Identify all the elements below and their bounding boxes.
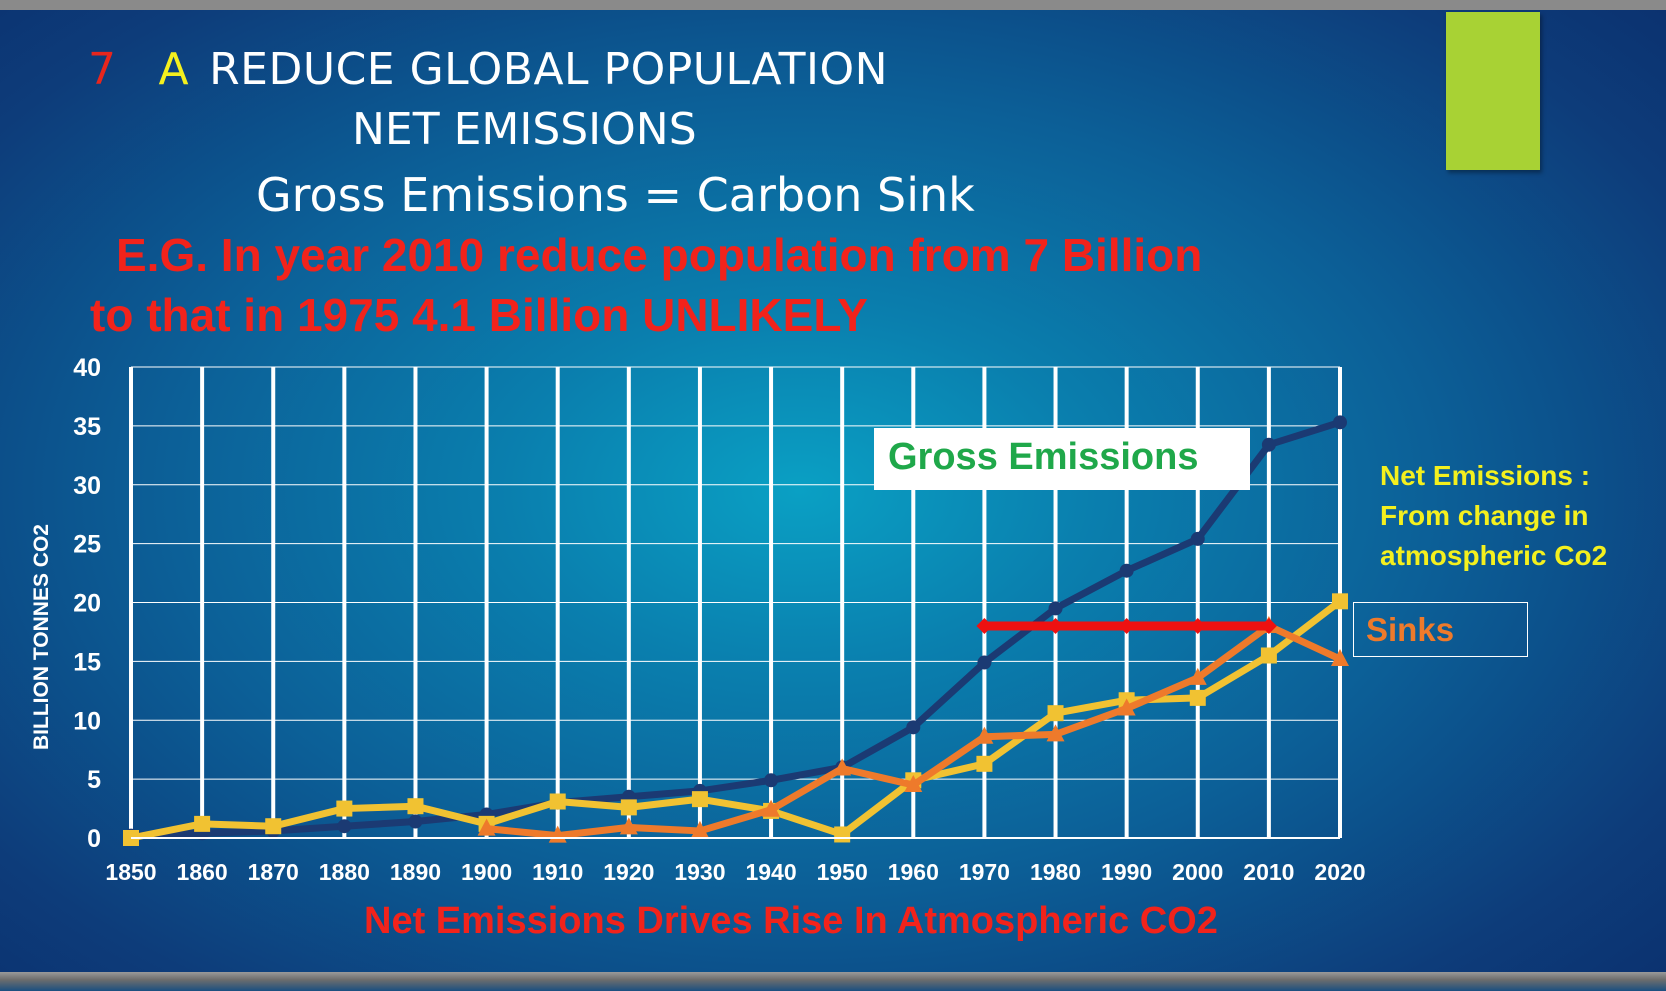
series-line-net-emissions-from-c bbox=[127, 597, 1344, 842]
data-point bbox=[1332, 593, 1348, 610]
y-tick-label: 10 bbox=[73, 707, 101, 735]
series-line-gross-emissions bbox=[127, 418, 1344, 840]
x-tick-label: 1970 bbox=[959, 859, 1010, 885]
example-line-1: E.G. In year 2010 reduce population from… bbox=[116, 229, 1203, 281]
y-tick-label: 25 bbox=[73, 531, 101, 559]
x-tick-label: 2020 bbox=[1314, 859, 1365, 885]
data-point bbox=[977, 655, 992, 670]
data-point bbox=[1190, 531, 1205, 546]
data-point bbox=[834, 826, 851, 843]
data-point bbox=[549, 793, 566, 810]
data-point bbox=[1189, 689, 1206, 706]
chart-axes: 0 5 10 15 20 25 30 35 40 1850 1860 1870 1880 1890 1900… bbox=[73, 354, 1365, 885]
data-point bbox=[265, 818, 282, 835]
gross-emissions-label: Gross Emissions bbox=[874, 428, 1250, 490]
data-point bbox=[1117, 698, 1136, 716]
accent-bar bbox=[1446, 12, 1540, 170]
x-tick-label: 2010 bbox=[1243, 859, 1294, 885]
sinks-label: Sinks bbox=[1353, 602, 1528, 657]
x-tick-label: 1930 bbox=[674, 859, 725, 885]
title-main: REDUCE GLOBAL POPULATION bbox=[209, 44, 889, 95]
data-point bbox=[1261, 437, 1276, 452]
data-point bbox=[1333, 415, 1347, 430]
x-tick-label: 1870 bbox=[248, 859, 299, 885]
data-point bbox=[833, 758, 852, 776]
data-point bbox=[1188, 667, 1207, 685]
title-line-2: NET EMISSIONS bbox=[352, 104, 697, 155]
data-point bbox=[477, 818, 496, 836]
data-point bbox=[1046, 724, 1065, 742]
x-tick-label: 1880 bbox=[319, 859, 370, 885]
data-point bbox=[1189, 618, 1206, 635]
data-point bbox=[976, 618, 993, 635]
data-point bbox=[1118, 618, 1135, 635]
data-point bbox=[407, 798, 424, 815]
title-line-3: Gross Emissions = Carbon Sink bbox=[256, 168, 975, 222]
data-point bbox=[1331, 649, 1349, 667]
example-line-2: to that in 1975 4.1 Billion UNLIKELY bbox=[90, 289, 868, 341]
data-point bbox=[762, 799, 781, 817]
y-tick-label: 30 bbox=[73, 472, 101, 500]
x-tick-label: 1850 bbox=[105, 859, 156, 885]
x-tick-label: 1890 bbox=[390, 859, 441, 885]
data-point bbox=[1260, 647, 1277, 664]
data-point bbox=[336, 800, 353, 817]
slide: 7 A REDUCE GLOBAL POPULATION NET EMISSIONS… bbox=[0, 10, 1666, 972]
data-point bbox=[976, 755, 993, 772]
data-point bbox=[1047, 618, 1064, 635]
data-point bbox=[764, 773, 779, 788]
net-emissions-label: Net Emissions : From change in atmospher… bbox=[1380, 460, 1608, 571]
data-point bbox=[194, 815, 211, 832]
data-point bbox=[1260, 618, 1277, 635]
data-point bbox=[904, 775, 923, 793]
x-tick-label: 1990 bbox=[1101, 859, 1152, 885]
title-number: 7 bbox=[88, 44, 117, 95]
data-point bbox=[408, 814, 423, 829]
y-tick-label: 5 bbox=[87, 766, 101, 794]
x-tick-label: 1980 bbox=[1030, 859, 1081, 885]
bottom-strip bbox=[0, 972, 1666, 991]
x-tick-label: 1920 bbox=[603, 859, 654, 885]
x-tick-label: 1860 bbox=[177, 859, 228, 885]
x-tick-label: 2000 bbox=[1172, 859, 1223, 885]
data-point bbox=[975, 726, 994, 744]
data-point bbox=[690, 820, 709, 838]
x-tick-label: 1940 bbox=[745, 859, 796, 885]
data-point bbox=[619, 817, 638, 835]
data-point bbox=[1047, 705, 1064, 722]
data-point bbox=[1048, 601, 1063, 616]
title-letter: A bbox=[158, 44, 190, 95]
y-tick-label: 0 bbox=[87, 825, 101, 853]
data-point bbox=[906, 720, 921, 735]
y-tick-label: 35 bbox=[73, 413, 101, 441]
y-tick-label: 15 bbox=[73, 648, 101, 676]
y-tick-label: 20 bbox=[73, 590, 101, 618]
data-point bbox=[620, 799, 637, 816]
data-point bbox=[1119, 563, 1134, 578]
footer-caption: Net Emissions Drives Rise In Atmospheric… bbox=[364, 900, 1218, 942]
data-point bbox=[337, 819, 352, 834]
x-tick-label: 1950 bbox=[817, 859, 868, 885]
y-axis-title: BILLION TONNES CO2 bbox=[30, 524, 53, 750]
x-tick-label: 1900 bbox=[461, 859, 512, 885]
x-tick-label: 1910 bbox=[532, 859, 583, 885]
chart: 0 5 10 15 20 25 30 35 40 1850 1860 1870 1880 1890 1900… bbox=[73, 354, 1365, 885]
chart-series bbox=[123, 415, 1349, 846]
x-tick-label: 1960 bbox=[888, 859, 939, 885]
title-line-1: 7 A REDUCE GLOBAL POPULATION bbox=[88, 44, 888, 95]
y-tick-label: 40 bbox=[73, 354, 101, 382]
data-point bbox=[691, 791, 708, 808]
